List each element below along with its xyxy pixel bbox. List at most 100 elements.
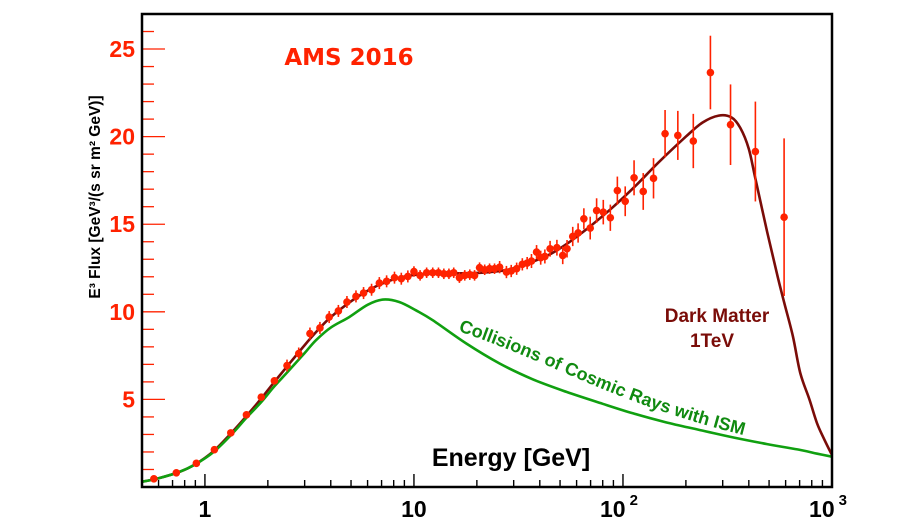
data-point [192, 459, 201, 468]
data-point [359, 287, 368, 300]
data-point [649, 158, 658, 199]
data-point [592, 198, 601, 223]
data-marker [674, 131, 682, 140]
data-point [512, 262, 521, 275]
dark-matter-energy-label: 1TeV [690, 331, 734, 352]
data-point [751, 101, 760, 202]
data-point [661, 110, 669, 158]
data-point [316, 321, 324, 334]
data-marker [649, 174, 658, 183]
data-point [294, 347, 303, 360]
data-marker [352, 292, 360, 301]
data-marker [726, 120, 735, 129]
data-point [343, 296, 351, 309]
data-marker [449, 268, 458, 277]
data-marker [563, 244, 571, 253]
data-marker [382, 277, 391, 286]
data-point [527, 254, 536, 269]
data-marker [283, 361, 291, 370]
x-tick-label-base: 10 [600, 496, 626, 522]
data-marker [325, 313, 333, 321]
data-marker [495, 263, 504, 271]
data-point [410, 266, 418, 277]
x-tick-label: 10 3 [809, 492, 847, 522]
data-marker [580, 214, 588, 223]
data-point [404, 270, 412, 283]
data-marker [334, 307, 343, 315]
data-marker [751, 147, 760, 156]
data-point [352, 290, 360, 303]
data-point [621, 186, 630, 217]
x-axis-tick-labels: 1 10 10 2 10 3 [199, 492, 847, 522]
data-point [367, 283, 376, 296]
data-marker [404, 272, 412, 281]
data-point [210, 445, 219, 454]
data-marker [416, 271, 424, 280]
data-marker [568, 232, 577, 241]
data-point [674, 110, 682, 160]
x-tick-label-base: 10 [401, 496, 427, 522]
data-point [689, 113, 698, 169]
y-axis-ticks [142, 13, 165, 471]
x-tick-label: 10 [401, 496, 427, 522]
data-marker [613, 186, 622, 195]
data-marker [606, 213, 615, 222]
data-marker [410, 267, 418, 276]
y-tick-label: 25 [109, 36, 135, 62]
data-point [558, 246, 567, 265]
data-marker [546, 244, 554, 253]
data-marker [172, 469, 181, 477]
data-marker [553, 243, 561, 252]
data-marker [689, 137, 698, 145]
data-marker [599, 208, 608, 216]
data-point [541, 249, 549, 264]
data-marker [428, 268, 437, 277]
data-point [639, 173, 648, 210]
data-point [706, 35, 715, 110]
x-tick-label-exponent: 3 [839, 492, 847, 509]
data-point [563, 239, 571, 258]
data-point [334, 304, 343, 317]
y-tick-label: 10 [109, 299, 135, 325]
y-axis-label: E³ Flux [GeV³/(s sr m² GeV)] [87, 95, 104, 298]
data-marker [780, 213, 788, 222]
plot-frame [140, 12, 834, 489]
data-marker [586, 224, 595, 232]
data-point [397, 272, 406, 285]
data-point [546, 240, 554, 257]
data-point [416, 270, 424, 281]
data-marker [294, 349, 303, 358]
data-marker [527, 257, 536, 265]
data-marker [150, 474, 158, 483]
data-point [390, 271, 399, 284]
dark-matter-label: Dark Matter [665, 306, 770, 327]
data-point [780, 138, 788, 297]
data-marker [270, 377, 279, 385]
data-marker [306, 329, 314, 338]
data-marker [257, 393, 266, 401]
data-marker [227, 429, 235, 437]
x-tick-label-base: 10 [809, 496, 835, 522]
data-point [586, 216, 595, 240]
data-marker [359, 289, 368, 297]
data-marker [532, 248, 541, 256]
data-marker [574, 229, 582, 237]
x-tick-label-exponent: 2 [630, 492, 638, 509]
data-marker [592, 206, 601, 215]
data-point [325, 311, 333, 324]
data-marker [661, 129, 669, 138]
data-marker [192, 459, 201, 468]
data-marker [639, 187, 648, 196]
data-marker [706, 68, 715, 77]
data-point [428, 267, 437, 279]
data-marker [630, 173, 638, 182]
data-marker [512, 264, 521, 273]
data-point [574, 223, 582, 243]
y-axis-tick-labels: 5 10 15 20 25 [109, 36, 135, 412]
y-tick-label: 15 [109, 211, 135, 237]
data-point [726, 84, 735, 166]
chart-title: AMS 2016 [284, 45, 413, 71]
data-marker [470, 271, 479, 280]
data-point [422, 267, 431, 279]
